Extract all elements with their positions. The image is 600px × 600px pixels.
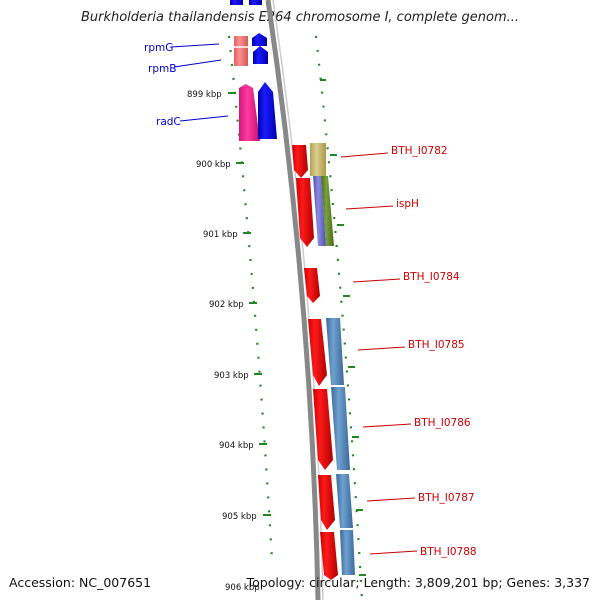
kbp-scale: 899 kbp 900 kbp 901 kbp 902 kbp 903 kbp … — [187, 90, 271, 593]
gene-block-purple[interactable] — [313, 176, 326, 246]
gene-label-BTH_I0782[interactable]: BTH_I0782 — [391, 145, 448, 157]
gene-block-khaki[interactable] — [310, 143, 326, 176]
gene-label-BTH_I0788[interactable]: BTH_I0788 — [420, 546, 477, 558]
gene-block-steel[interactable] — [340, 530, 355, 575]
right-gene-labels: BTH_I0782 ispH BTH_I0784 BTH_I0785 BTH_I… — [340, 145, 477, 558]
gene-block-steel[interactable] — [336, 474, 353, 528]
genome-backbone-highlight — [272, 0, 324, 600]
gene-arrow-red[interactable] — [318, 475, 335, 530]
right-features[interactable] — [292, 143, 355, 580]
gene-arrow-salmon[interactable] — [234, 36, 248, 66]
gene-arrow-red[interactable] — [313, 389, 333, 470]
kbp-label: 901 kbp — [203, 230, 238, 240]
gene-label-rpmG[interactable]: rpmG — [144, 42, 173, 54]
genome-summary-text: Topology: circular; Length: 3,809,201 bp… — [246, 575, 590, 590]
gene-label-BTH_I0787[interactable]: BTH_I0787 — [418, 492, 475, 504]
gene-arrow-rpmB[interactable] — [253, 46, 268, 64]
accession-text: Accession: NC_007651 — [9, 575, 152, 590]
gene-label-BTH_I0785[interactable]: BTH_I0785 — [408, 339, 465, 351]
kbp-label: 902 kbp — [209, 300, 244, 310]
left-features[interactable] — [230, 0, 277, 141]
gene-label-BTH_I0784[interactable]: BTH_I0784 — [403, 271, 460, 283]
gene-block-olive[interactable] — [321, 176, 334, 246]
kbp-label: 903 kbp — [214, 371, 249, 381]
kbp-label: 899 kbp — [187, 90, 222, 100]
right-track-dashes — [320, 79, 366, 576]
gene-arrow-red[interactable] — [320, 532, 338, 580]
gene-block-steel[interactable] — [331, 387, 350, 470]
gene-arrow-pink[interactable] — [239, 84, 260, 141]
gene-arrow-blue[interactable] — [230, 0, 243, 5]
kbp-label: 905 kbp — [222, 512, 257, 522]
gene-arrow-rpmG[interactable] — [252, 33, 267, 46]
kbp-label: 906 kbp — [225, 583, 260, 593]
kbp-label: 900 kbp — [196, 160, 231, 170]
gene-label-ispH[interactable]: ispH — [396, 198, 419, 210]
gene-arrow-red[interactable] — [292, 145, 308, 178]
left-gene-labels: rpmG rpmB radC — [144, 42, 229, 128]
gene-arrow-radC[interactable] — [258, 82, 277, 139]
kbp-label: 904 kbp — [219, 441, 254, 451]
genome-backbone — [265, 0, 321, 600]
gene-arrow-blue[interactable] — [249, 0, 262, 5]
gene-label-rpmB[interactable]: rpmB — [148, 63, 176, 75]
gene-block-steel[interactable] — [326, 318, 344, 385]
map-title: Burkholderia thailandensis E264 chromoso… — [80, 10, 520, 25]
gene-arrow-red[interactable] — [308, 319, 327, 386]
gene-label-radC[interactable]: radC — [156, 116, 181, 128]
gene-arrow-red[interactable] — [304, 268, 320, 303]
gene-label-BTH_I0786[interactable]: BTH_I0786 — [414, 417, 471, 429]
gene-arrow-red[interactable] — [296, 178, 314, 247]
